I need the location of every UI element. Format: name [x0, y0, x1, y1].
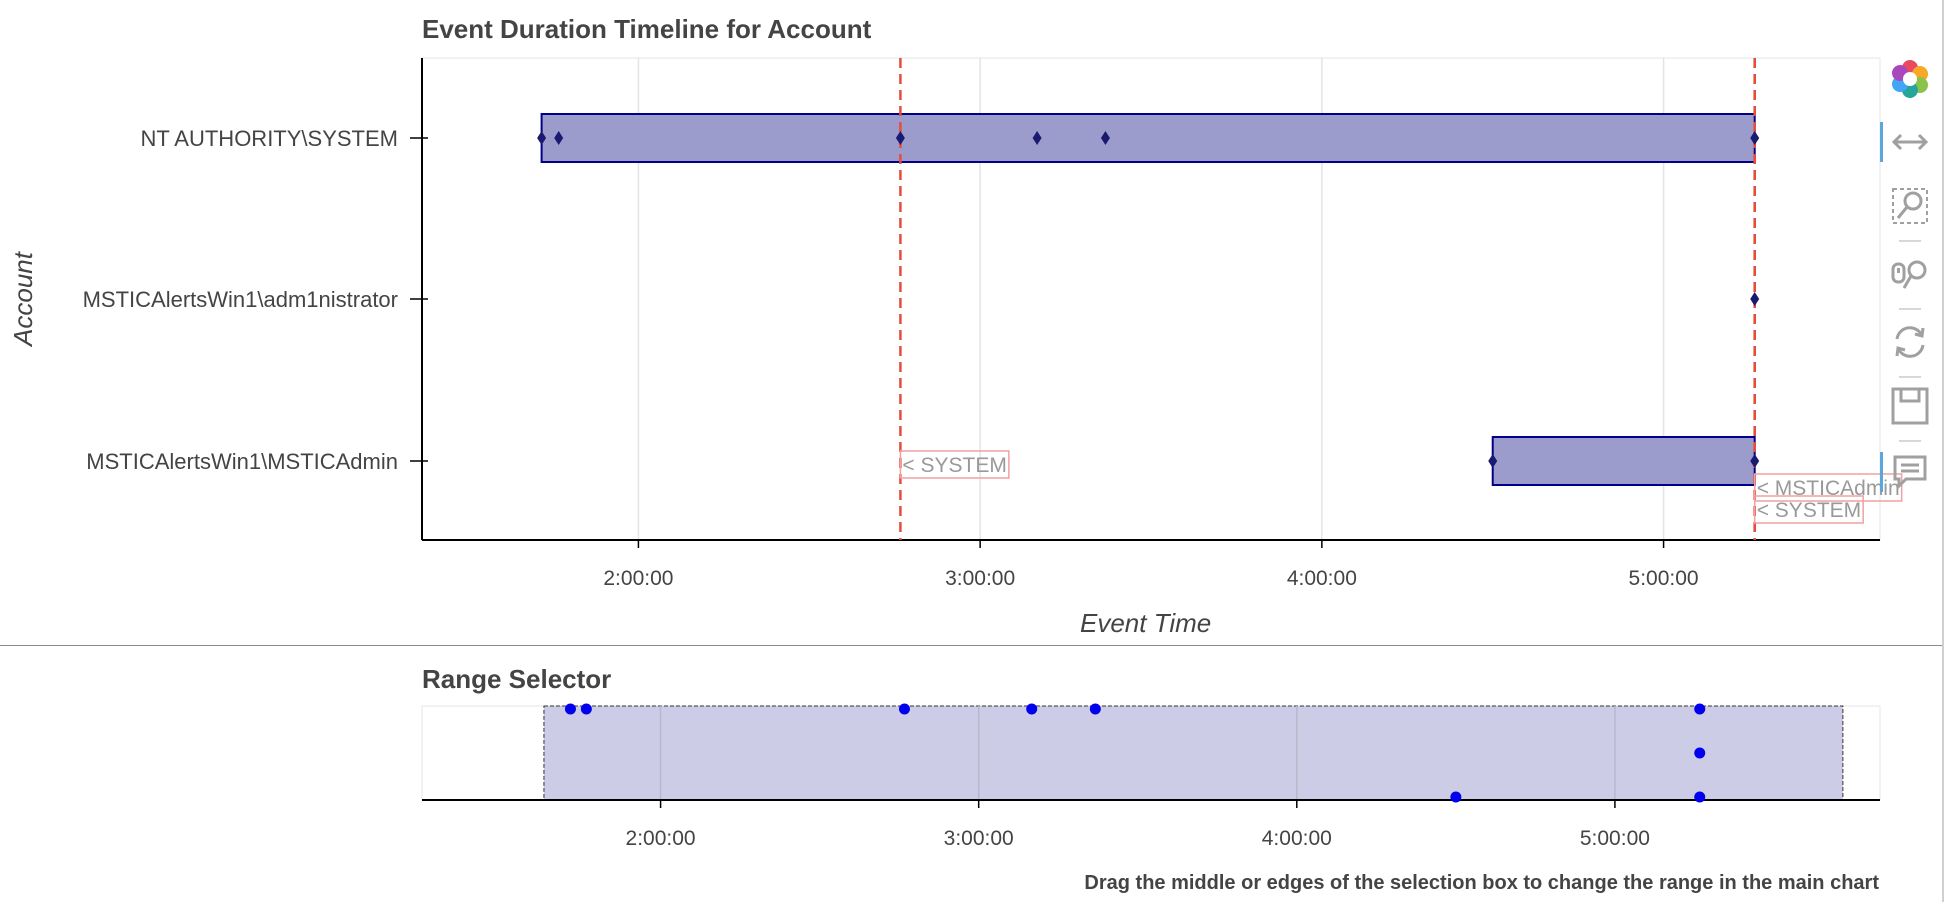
range-point [1694, 791, 1706, 803]
reference-label-box [899, 450, 1010, 479]
y-tick-label: MSTICAlertsWin1\adm1nistrator [83, 287, 398, 312]
event-marker [895, 131, 905, 145]
event-marker [537, 131, 547, 145]
reference-label: < MSTICAdmin [1757, 477, 1900, 500]
range-point [1089, 703, 1101, 715]
save-icon[interactable] [1888, 384, 1932, 428]
reference-label-box [1753, 473, 1903, 502]
event-marker [1750, 131, 1760, 145]
panel-divider [0, 645, 1944, 646]
range-selector-chart[interactable]: 2:00:00 3:00:00 4:00:00 5:00:00 [421, 703, 1881, 851]
range-x-tick-label: 2:00:00 [626, 827, 696, 850]
x-tick-label: 3:00:00 [945, 567, 1015, 590]
duration-bar [1491, 436, 1756, 486]
toolbar-separator [1899, 240, 1921, 242]
range-point [564, 703, 576, 715]
x-tick-label: 4:00:00 [1287, 567, 1357, 590]
box-zoom-icon[interactable] [1888, 184, 1932, 228]
event-marker [1750, 454, 1760, 468]
y-tick-label: MSTICAlertsWin1\MSTICAdmin [86, 449, 398, 474]
event-marker [1032, 131, 1042, 145]
toolbar-separator [1899, 308, 1921, 310]
event-marker [1488, 454, 1498, 468]
y-tick-label: NT AUTHORITY\SYSTEM [140, 126, 398, 151]
event-marker [1750, 292, 1760, 306]
duration-bar [540, 113, 1756, 163]
y-axis-label: Account [8, 250, 38, 348]
selection-box[interactable] [543, 705, 1844, 801]
main-chart-title: Event Duration Timeline for Account [422, 14, 872, 44]
range-selector-help-text: Drag the middle or edges of the selectio… [1084, 872, 1879, 894]
range-point [898, 703, 910, 715]
range-point [1694, 747, 1706, 759]
toolbar-separator [1899, 440, 1921, 442]
x-axis-label: Event Time [1080, 608, 1212, 638]
reference-label: < SYSTEM [902, 454, 1006, 477]
range-x-tick-label: 5:00:00 [1580, 827, 1650, 850]
x-tick-label: 2:00:00 [603, 567, 673, 590]
main-chart: 2:00:00 3:00:00 4:00:00 5:00:00 NT AUTHORITY… [8, 57, 1903, 590]
toolbar-separator [1899, 376, 1921, 378]
reference-label-box [1753, 495, 1864, 524]
range-selector-title: Range Selector [422, 664, 612, 694]
xpan-icon[interactable] [1880, 120, 1932, 164]
range-point [1694, 703, 1706, 715]
range-point [1026, 703, 1038, 715]
x-tick-label: 5:00:00 [1629, 567, 1699, 590]
right-border [1942, 0, 1944, 902]
wheel-zoom-icon[interactable] [1888, 252, 1932, 296]
range-point [580, 703, 592, 715]
hover-icon[interactable] [1880, 450, 1932, 494]
reset-icon[interactable] [1888, 320, 1932, 364]
event-marker [554, 131, 564, 145]
event-marker [1100, 131, 1110, 145]
bokeh-logo-icon[interactable] [1888, 56, 1932, 100]
reference-label: < SYSTEM [1757, 499, 1861, 522]
range-point [1450, 791, 1462, 803]
range-x-tick-label: 3:00:00 [944, 827, 1014, 850]
range-x-tick-label: 4:00:00 [1262, 827, 1332, 850]
